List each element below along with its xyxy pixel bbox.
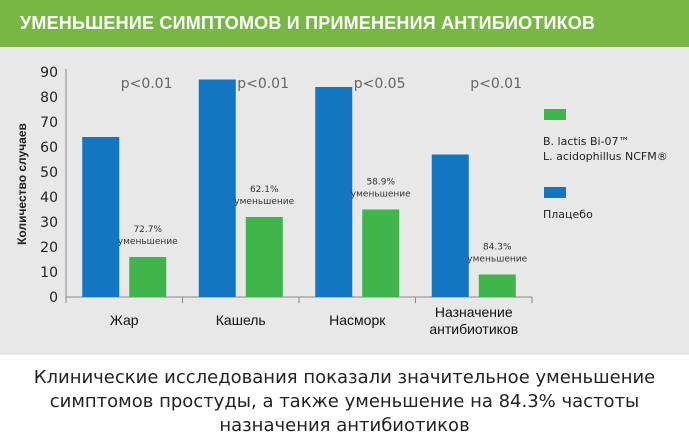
- p-value-label: p<0.01: [121, 76, 173, 92]
- reduction-label: уменьшение: [234, 197, 294, 207]
- y-tick-label: 70: [40, 115, 58, 131]
- bar-probiotic: [478, 274, 516, 297]
- header-title: УМЕНЬШЕНИЕ СИМПТОМОВ И ПРИМЕНЕНИЯ АНТИБИ…: [20, 13, 596, 33]
- header-banner: УМЕНЬШЕНИЕ СИМПТОМОВ И ПРИМЕНЕНИЯ АНТИБИ…: [0, 0, 689, 47]
- caption: Клинические исследования показали значит…: [0, 366, 689, 438]
- y-tick-label: 10: [40, 265, 58, 281]
- x-category-label: Кашель: [216, 312, 266, 328]
- legend-label: Плацебо: [543, 208, 593, 221]
- reduction-percent: 84.3%: [483, 243, 512, 253]
- bar-chart: Количество случаев 0 10 20 30 40 50 60 70 80 90 p<0…: [15, 65, 668, 337]
- reduction-percent: 62.1%: [250, 185, 279, 195]
- y-tick-label: 40: [40, 190, 58, 206]
- bar-probiotic: [129, 257, 167, 297]
- bar-placebo: [431, 154, 469, 297]
- y-tick-label: 80: [40, 90, 58, 106]
- reduction-percent: 58.9%: [366, 178, 395, 188]
- p-value-label: p<0.01: [237, 76, 289, 92]
- bar-placebo: [82, 137, 120, 297]
- y-tick-label: 50: [40, 165, 58, 181]
- y-tick-label: 0: [49, 290, 58, 306]
- legend-swatch: [544, 109, 566, 120]
- y-axis-label: Количество случаев: [15, 123, 29, 245]
- y-tick-label: 20: [40, 240, 58, 256]
- reduction-percent: 72.7%: [133, 225, 162, 235]
- y-tick-label: 60: [40, 140, 58, 156]
- y-tick-label: 90: [40, 65, 58, 81]
- x-category-label: антибиотиков: [429, 321, 518, 337]
- bar-placebo: [198, 79, 236, 297]
- p-value-label: p<0.01: [470, 76, 522, 92]
- caption-line: Клинические исследования показали значит…: [33, 367, 656, 388]
- x-category-label: Насморк: [329, 312, 386, 328]
- caption-line: назначения антибиотиков: [219, 415, 470, 436]
- p-value-label: p<0.05: [354, 76, 406, 92]
- y-tick-label: 30: [40, 215, 58, 231]
- legend-label: L. acidophillus NCFM®: [543, 150, 668, 163]
- caption-line: симптомов простуды, а также уменьшение н…: [49, 391, 640, 412]
- bar-probiotic: [245, 217, 283, 297]
- bar-probiotic: [362, 209, 400, 297]
- reduction-label: уменьшение: [118, 237, 178, 247]
- x-category-label: Жар: [110, 312, 139, 328]
- x-category-label: Назначение: [435, 304, 513, 320]
- legend-swatch: [544, 187, 566, 198]
- chart-panel: Количество случаев 0 10 20 30 40 50 60 70 80 90 p<0…: [0, 47, 689, 355]
- legend-label: B. lactis Bi-07™: [543, 135, 630, 148]
- bar-placebo: [315, 87, 353, 297]
- reduction-label: уменьшение: [467, 255, 527, 265]
- reduction-label: уменьшение: [351, 190, 411, 200]
